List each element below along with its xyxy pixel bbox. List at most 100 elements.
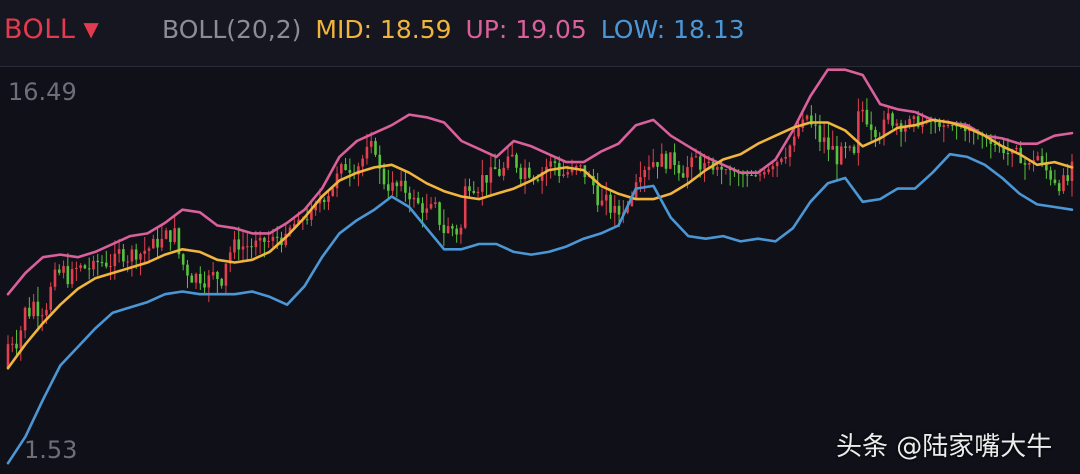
candle-body <box>442 224 446 234</box>
candle-body <box>519 167 523 179</box>
candle-body <box>651 162 655 167</box>
candle-body <box>331 188 335 196</box>
candle-body <box>83 265 87 269</box>
candle-body <box>40 315 44 317</box>
candle-body <box>686 167 689 178</box>
candle-body <box>446 226 450 234</box>
candle-body <box>245 246 249 248</box>
candle-body <box>109 266 112 268</box>
indicator-label: BOLL <box>4 14 76 45</box>
candle-body <box>600 200 604 206</box>
candle-body <box>6 344 10 369</box>
candle-body <box>792 136 796 146</box>
candle-body <box>391 182 394 191</box>
series-up-line <box>6 68 1074 296</box>
candle-body <box>49 286 53 310</box>
candle-body <box>1066 175 1070 181</box>
candle-body <box>314 203 317 211</box>
candle-body <box>156 238 159 248</box>
candle-body <box>750 175 753 177</box>
candle-body <box>758 174 762 176</box>
boll-chart[interactable] <box>0 67 1080 474</box>
candle-body <box>79 265 82 268</box>
candle-body <box>1027 163 1031 165</box>
candle-body <box>886 113 890 120</box>
candle-body <box>784 156 788 159</box>
candle-body <box>305 219 309 221</box>
candle-body <box>310 210 313 220</box>
candle-body <box>570 167 574 173</box>
candle-body <box>617 205 621 215</box>
candle-body <box>28 307 31 317</box>
candle-body <box>489 167 493 183</box>
candle-body <box>908 118 911 127</box>
candle-body <box>322 199 326 202</box>
candle-body <box>1006 153 1010 155</box>
candle-body <box>177 228 181 255</box>
candle-body <box>421 203 424 213</box>
candle-body <box>203 283 206 288</box>
candle-body <box>1040 156 1044 164</box>
candle-body <box>416 197 420 204</box>
candle-body <box>288 227 292 234</box>
candle-body <box>938 122 941 127</box>
candle-body <box>951 125 954 127</box>
candle-body <box>425 208 429 213</box>
candle-body <box>968 129 971 132</box>
candle-body <box>1070 161 1074 181</box>
legend-up: UP: 19.05 <box>465 15 587 44</box>
candle-body <box>275 236 279 238</box>
candle-body <box>348 170 352 173</box>
candle-body <box>963 126 967 132</box>
candle-body <box>728 169 732 171</box>
candle-body <box>1036 156 1040 161</box>
candle-body <box>10 343 14 345</box>
candle-body <box>788 145 792 157</box>
candle-body <box>681 173 685 178</box>
candle-body <box>45 309 48 316</box>
candle-body <box>647 166 651 170</box>
candle-body <box>1057 183 1061 192</box>
candle-body <box>916 116 920 127</box>
candle-body <box>126 261 129 263</box>
axis-min-label: 1.53 <box>24 436 78 464</box>
candle-body <box>767 169 770 173</box>
candle-body <box>626 206 629 213</box>
candle-body <box>540 171 544 181</box>
candle-body <box>237 239 241 250</box>
candle-body <box>15 343 18 349</box>
candle-body <box>677 165 681 174</box>
candle-body <box>151 238 155 249</box>
candle-body <box>643 169 646 178</box>
candle-body <box>1002 145 1005 154</box>
candle-body <box>113 253 117 267</box>
candle-body <box>459 227 463 235</box>
candle-body <box>780 158 783 163</box>
candle-body <box>468 186 471 191</box>
candle-body <box>186 264 189 276</box>
candle-body <box>318 199 322 204</box>
candle-body <box>271 236 275 241</box>
candle-body <box>181 254 185 265</box>
candle-body <box>852 146 856 153</box>
candle-body <box>472 190 476 194</box>
candle-body <box>703 163 706 170</box>
candle-body <box>510 154 514 157</box>
candle-body <box>1023 163 1027 165</box>
candle-body <box>250 246 253 248</box>
chart-canvas <box>6 68 1074 465</box>
legend-low: LOW: 18.13 <box>600 15 745 44</box>
series-low-line <box>6 152 1074 465</box>
watermark: 头条 @陆家嘴大牛 <box>836 432 1053 462</box>
candle-body <box>361 158 364 167</box>
candle-body <box>720 166 723 170</box>
candle-body <box>87 268 91 270</box>
candle-body <box>485 175 488 183</box>
candle-body <box>19 330 23 349</box>
candle-body <box>438 202 441 225</box>
candle-body <box>382 168 386 185</box>
candle-body <box>130 249 134 262</box>
candle-body <box>258 237 262 241</box>
candle-body <box>57 269 61 273</box>
indicator-selector[interactable]: BOLL ▼ <box>4 14 99 45</box>
